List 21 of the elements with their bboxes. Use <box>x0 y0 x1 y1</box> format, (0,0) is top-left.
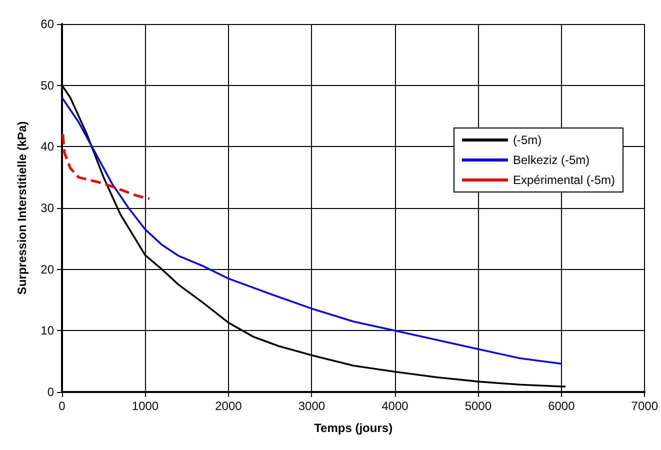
y-tick-label: 50 <box>40 78 54 92</box>
y-tick-label: 0 <box>47 385 54 399</box>
legend-label: Belkeziz (-5m) <box>512 153 590 167</box>
x-tick-label: 5000 <box>464 399 492 413</box>
legend-label: (-5m) <box>512 133 542 147</box>
x-tick-label: 6000 <box>548 399 576 413</box>
line-series <box>62 133 151 200</box>
x-tick-label: 2000 <box>215 399 242 413</box>
x-tick-label: 1000 <box>132 399 159 413</box>
y-tick-label: 60 <box>40 17 54 31</box>
x-tick-label: 0 <box>58 399 66 413</box>
y-tick-label: 30 <box>40 201 54 215</box>
y-tick-label: 10 <box>40 324 54 338</box>
y-axis-title: Surpression Interstitielle (kPa) <box>15 121 29 295</box>
x-tick-label: 7000 <box>631 399 658 413</box>
x-tick-label: 3000 <box>298 399 326 413</box>
y-tick-label: 40 <box>40 140 54 154</box>
y-tick-label: 20 <box>40 262 54 276</box>
x-tick-label: 4000 <box>382 399 409 413</box>
x-axis-title: Temps (jours) <box>314 421 393 435</box>
legend-label: Expérimental (-5m) <box>512 173 616 187</box>
